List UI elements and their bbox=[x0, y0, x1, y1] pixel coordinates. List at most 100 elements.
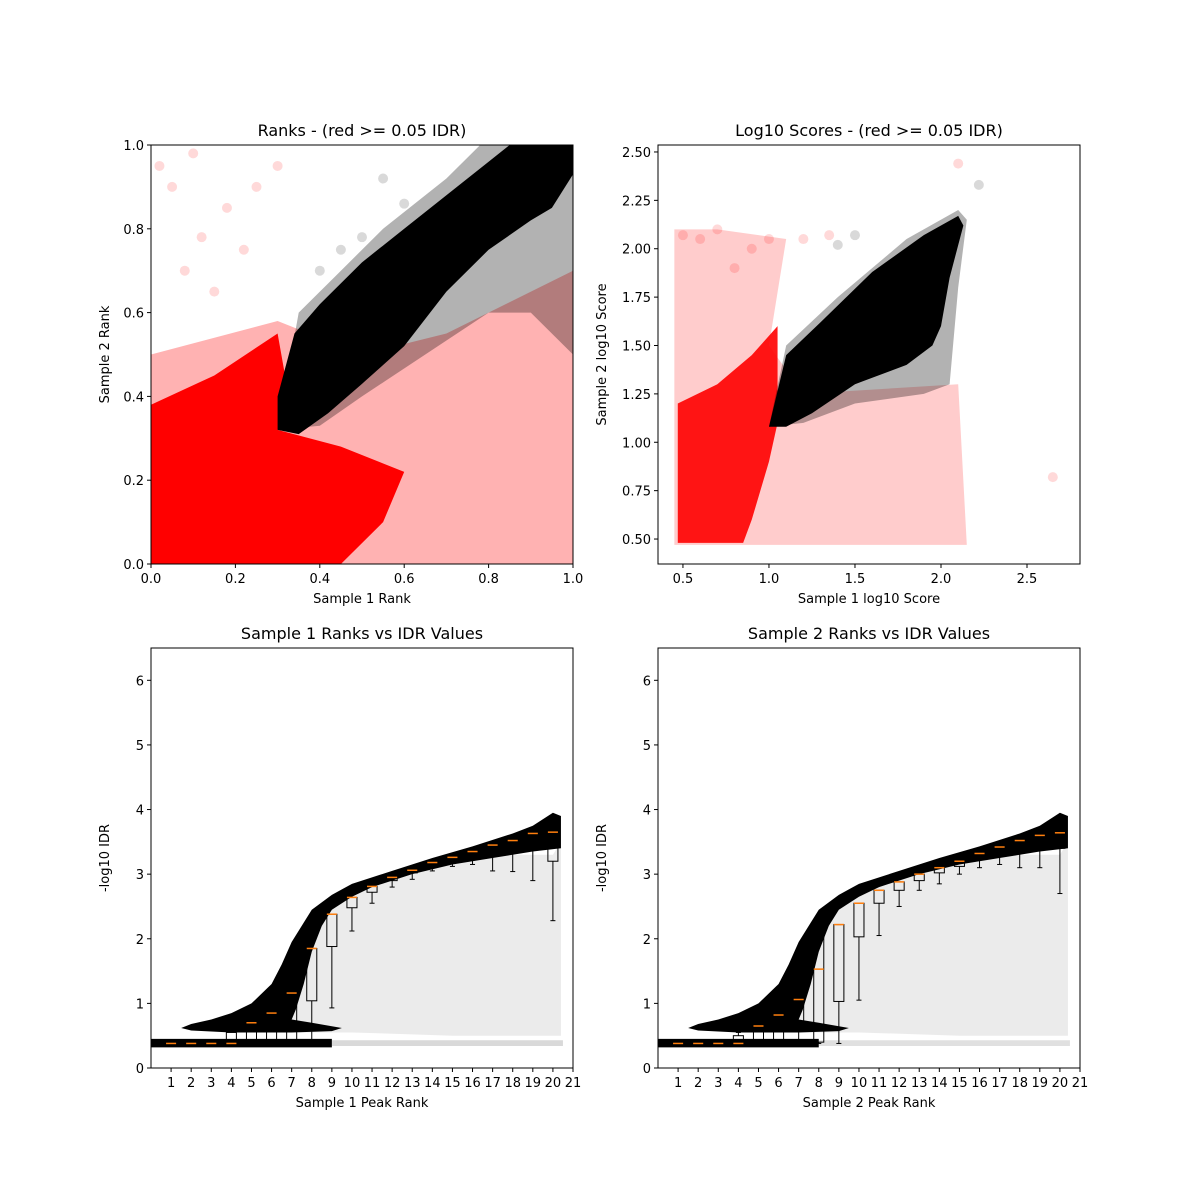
x-tick-label: 0.5 bbox=[673, 572, 694, 587]
x-tick-label: 3 bbox=[207, 1076, 215, 1091]
box bbox=[467, 849, 479, 856]
x-tick-label: 18 bbox=[504, 1076, 521, 1091]
scatter-point bbox=[179, 265, 190, 276]
x-tick-label: 2.5 bbox=[1017, 572, 1038, 587]
scatter-point bbox=[729, 263, 740, 274]
scatter-point bbox=[314, 265, 325, 276]
scatter-point bbox=[973, 179, 984, 190]
y-tick-label: 2.25 bbox=[622, 194, 651, 209]
y-axis-label: -log10 IDR bbox=[595, 824, 610, 892]
point-cloud bbox=[768, 215, 964, 427]
x-tick-label: 5 bbox=[754, 1076, 762, 1091]
point-cloud bbox=[181, 812, 561, 1033]
y-tick-label: 0.8 bbox=[123, 223, 144, 238]
scatter-point bbox=[798, 234, 809, 245]
y-tick-label: 1.75 bbox=[622, 291, 651, 306]
scatter-point bbox=[209, 286, 220, 297]
scatter-point bbox=[953, 158, 964, 169]
x-tick-label: 7 bbox=[288, 1076, 296, 1091]
point-cloud bbox=[331, 1040, 563, 1047]
axes-frame bbox=[657, 647, 1081, 1069]
box bbox=[527, 831, 539, 846]
y-tick-label: 0.2 bbox=[123, 474, 144, 489]
scatter-point bbox=[154, 160, 165, 171]
point-cloud bbox=[291, 841, 561, 1036]
x-tick-label: 15 bbox=[951, 1076, 968, 1091]
y-tick-label: 2.00 bbox=[622, 243, 651, 258]
box bbox=[793, 977, 805, 1030]
scatter-point bbox=[272, 160, 283, 171]
box bbox=[547, 820, 559, 862]
x-tick-label: 11 bbox=[871, 1076, 888, 1091]
y-tick-label: 1 bbox=[136, 997, 144, 1012]
x-tick-label: 1 bbox=[167, 1076, 175, 1091]
scatter-point bbox=[378, 173, 389, 184]
x-tick-label: 10 bbox=[344, 1076, 361, 1091]
scatter-point bbox=[167, 181, 178, 192]
y-tick-label: 5 bbox=[643, 739, 651, 754]
scatter-point bbox=[832, 239, 843, 250]
x-tick-label: 12 bbox=[384, 1076, 401, 1091]
x-tick-label: 5 bbox=[247, 1076, 255, 1091]
box bbox=[487, 843, 499, 851]
scatter-point bbox=[1047, 472, 1058, 483]
plot-area bbox=[674, 158, 1058, 545]
y-tick-label: 2 bbox=[643, 933, 651, 948]
y-tick-label: 0.75 bbox=[622, 485, 651, 500]
point-cloud bbox=[688, 812, 1068, 1033]
point-cloud bbox=[788, 841, 1068, 1036]
scatter-point bbox=[695, 234, 706, 245]
scatter-point bbox=[335, 244, 346, 255]
y-tick-label: 0 bbox=[136, 1062, 144, 1077]
x-tick-label: 12 bbox=[891, 1076, 908, 1091]
x-tick-label: 14 bbox=[424, 1076, 441, 1091]
subplot: 1 2 3 4 5 6 7 8 9 10 11 12 13 14 15 16 17 18 19 20 210123456… bbox=[98, 624, 581, 1111]
box bbox=[1054, 820, 1066, 849]
y-tick-label: 6 bbox=[643, 674, 651, 689]
y-tick-label: 5 bbox=[136, 739, 144, 754]
scatter-point bbox=[357, 232, 367, 243]
x-tick-label: 1.5 bbox=[845, 572, 866, 587]
y-tick-label: 4 bbox=[643, 804, 651, 819]
scatter-point bbox=[238, 244, 249, 255]
x-tick-label: 17 bbox=[991, 1076, 1008, 1091]
chart-title: Log10 Scores - (red >= 0.05 IDR) bbox=[735, 121, 1003, 140]
y-tick-label: 1.50 bbox=[622, 340, 651, 355]
x-tick-label: 1.0 bbox=[759, 572, 780, 587]
scatter-point bbox=[196, 232, 207, 243]
subplot: 0.0 0.2 0.4 0.6 0.8 1.0 0.0 0.2 0.4 0.6 0.8 1.0 Rank… bbox=[98, 121, 583, 607]
scatter-point bbox=[746, 243, 757, 254]
scatter-point bbox=[188, 148, 199, 159]
y-tick-label: 2 bbox=[136, 933, 144, 948]
x-tick-label: 19 bbox=[1032, 1076, 1049, 1091]
x-tick-label: 2 bbox=[694, 1076, 702, 1091]
x-tick-label: 10 bbox=[851, 1076, 868, 1091]
chart-title: Ranks - (red >= 0.05 IDR) bbox=[258, 121, 467, 140]
subplot: 0.5 1.0 1.5 2.0 2.5 0.50 0.75 1.00 1.25 1.50 1.75 2… bbox=[595, 121, 1081, 607]
scatter-point bbox=[849, 230, 860, 241]
point-cloud bbox=[151, 333, 405, 564]
box bbox=[773, 1028, 785, 1044]
y-tick-label: 4 bbox=[136, 804, 144, 819]
chart-title: Sample 2 Ranks vs IDR Values bbox=[748, 624, 990, 643]
y-tick-label: 6 bbox=[136, 674, 144, 689]
x-tick-label: 19 bbox=[525, 1076, 542, 1091]
x-tick-label: 4 bbox=[227, 1076, 235, 1091]
y-tick-label: 1.0 bbox=[123, 139, 144, 154]
point-cloud bbox=[677, 326, 778, 543]
x-tick-label: 7 bbox=[795, 1076, 803, 1091]
y-tick-label: 3 bbox=[643, 868, 651, 883]
subplot: 1 2 3 4 5 6 7 8 9 10 11 12 13 14 15 16 17 18 19 20 210123456… bbox=[595, 624, 1088, 1111]
box bbox=[245, 1027, 257, 1044]
scatter-point bbox=[763, 234, 774, 245]
y-tick-label: 0 bbox=[643, 1062, 651, 1077]
point-cloud bbox=[277, 145, 573, 435]
x-axis-label: Sample 1 Rank bbox=[313, 592, 411, 607]
x-tick-label: 0.8 bbox=[478, 572, 499, 587]
x-axis-label: Sample 2 Peak Rank bbox=[803, 1096, 936, 1111]
plot-area bbox=[151, 812, 563, 1048]
point-cloud bbox=[818, 1040, 1070, 1047]
y-tick-label: 1.25 bbox=[622, 388, 651, 403]
x-tick-label: 4 bbox=[734, 1076, 742, 1091]
